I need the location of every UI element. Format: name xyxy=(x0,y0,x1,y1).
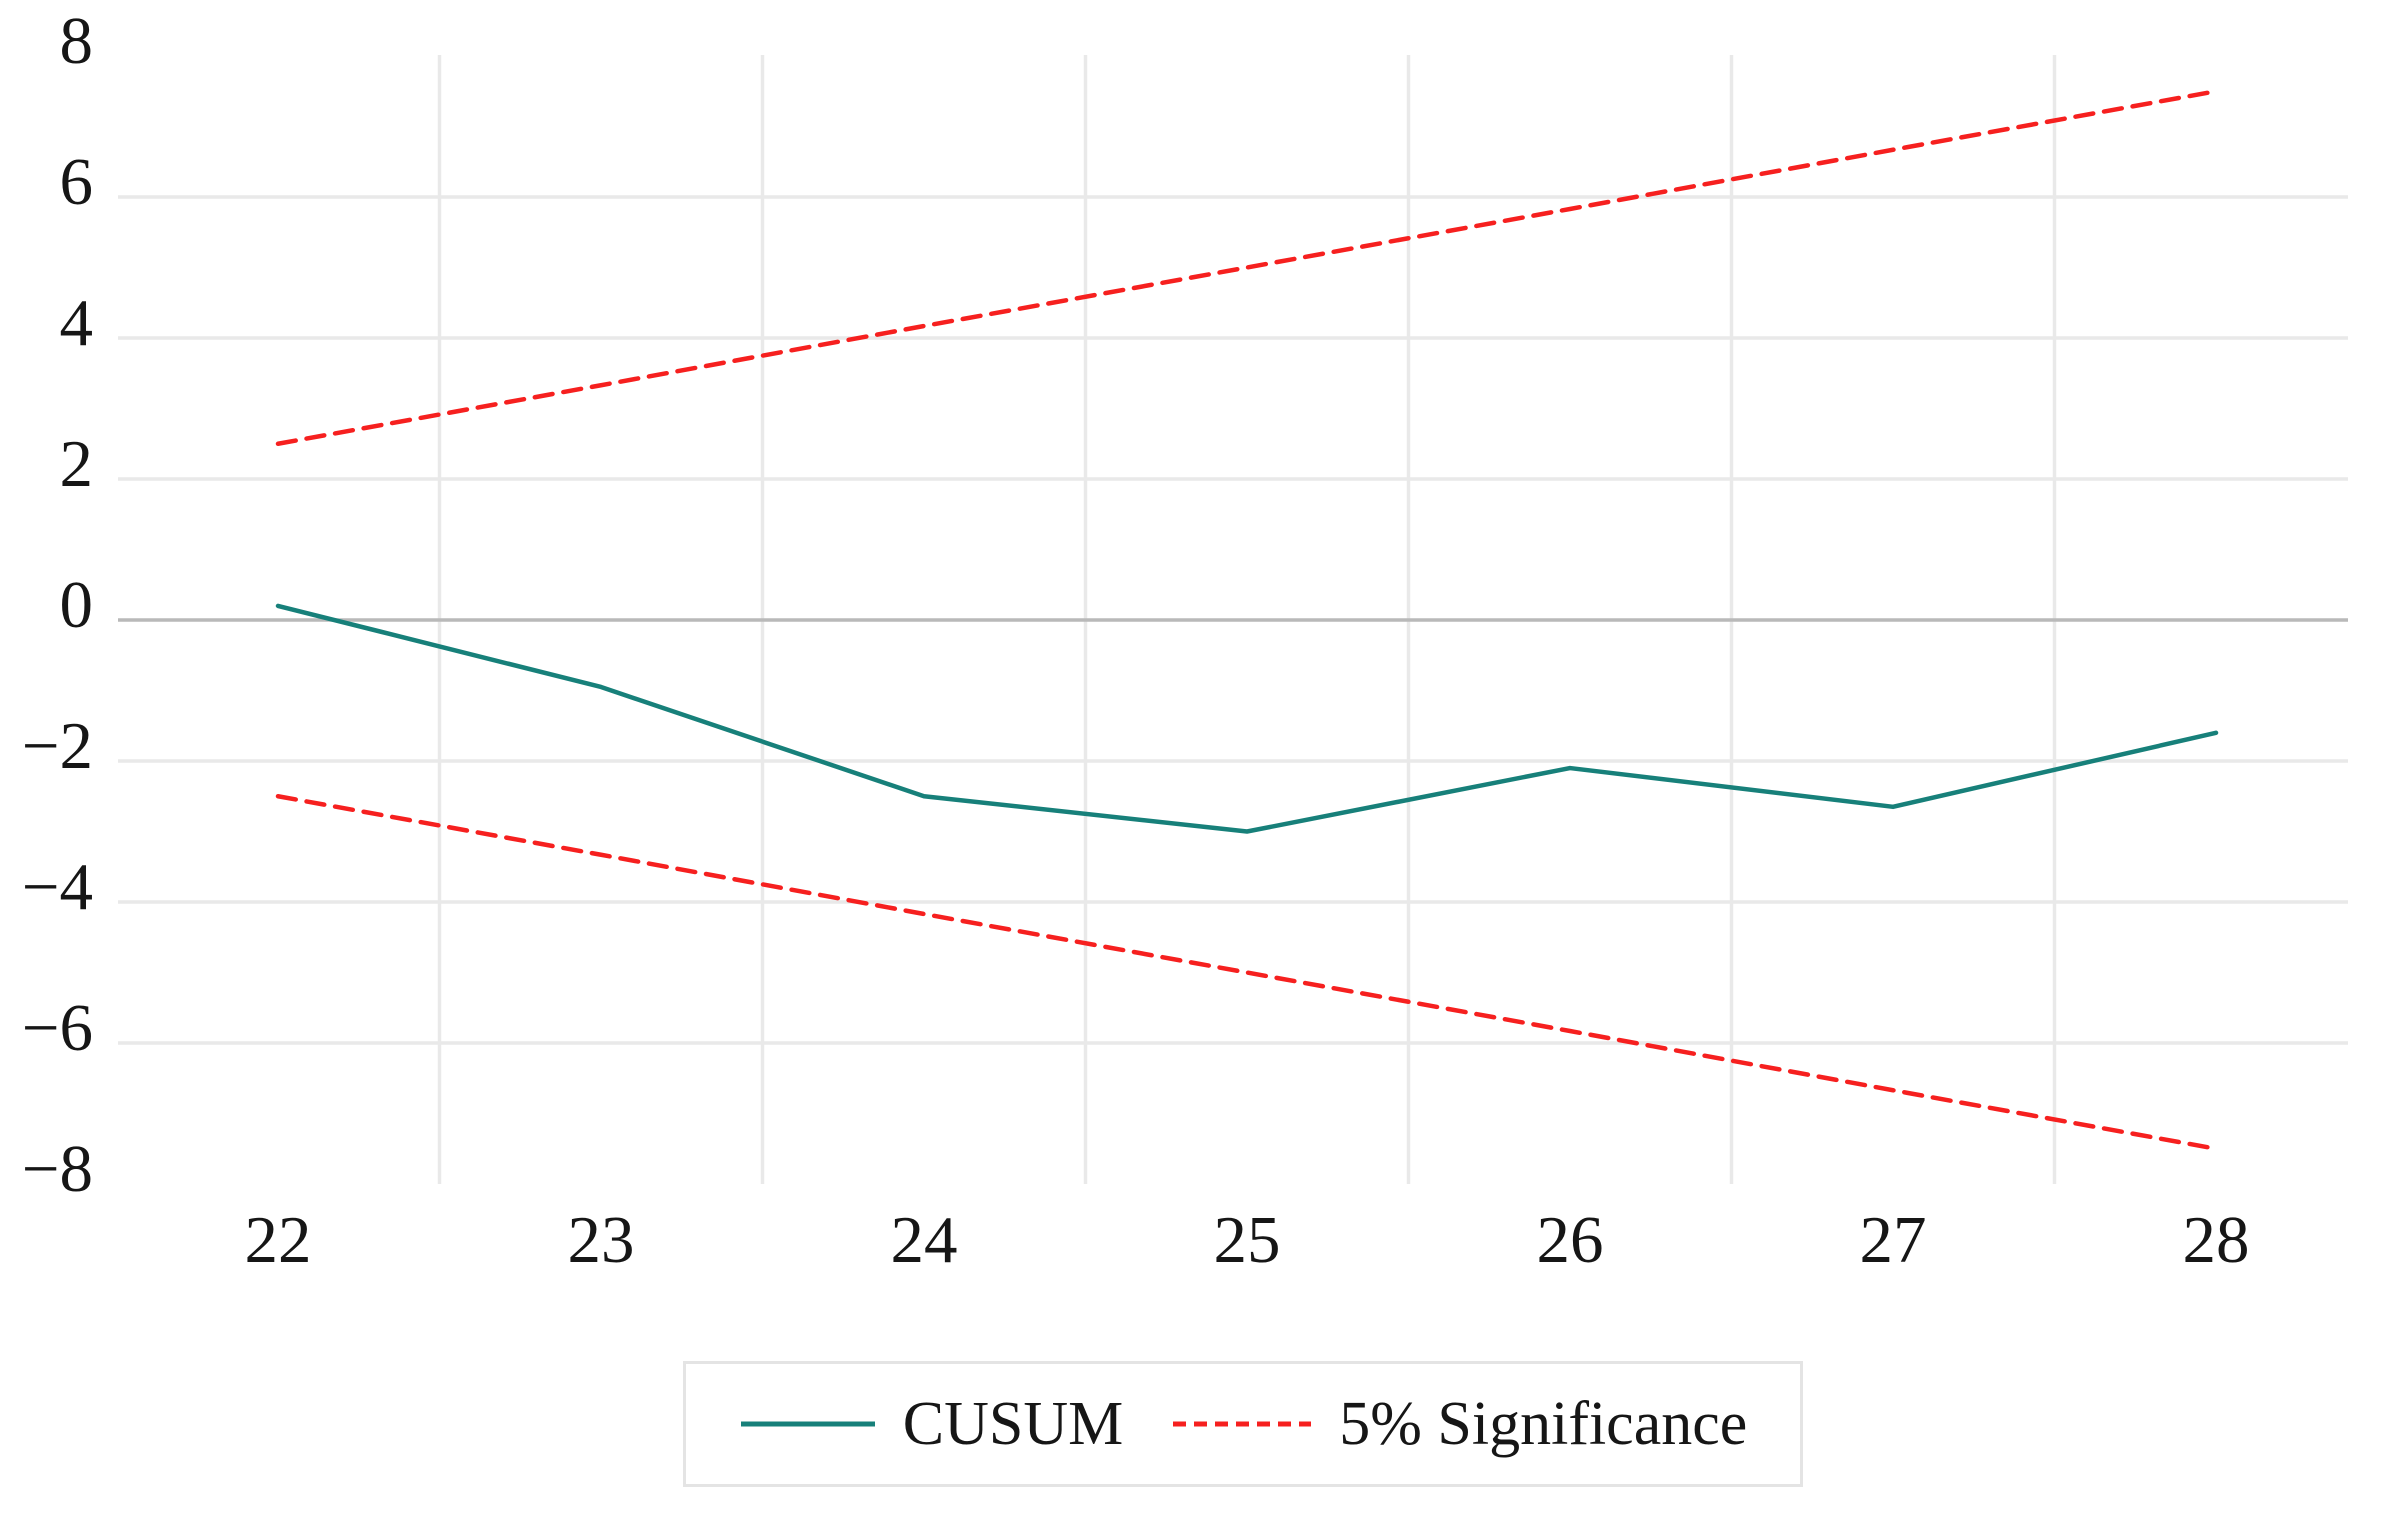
y-tick-label: 0 xyxy=(60,568,94,642)
y-tick-label: 2 xyxy=(60,427,94,501)
legend-item-significance: 5% Significance xyxy=(1171,1393,1747,1455)
cusum-line-swatch xyxy=(740,1421,875,1427)
x-tick-label: 25 xyxy=(1214,1203,1281,1277)
y-tick-label: 6 xyxy=(60,145,94,219)
y-tick-label: −2 xyxy=(22,709,93,783)
legend-label-significance: 5% Significance xyxy=(1339,1390,1748,1458)
y-tick-label: 8 xyxy=(60,4,94,78)
x-tick-label: 28 xyxy=(2183,1203,2250,1277)
significance-band-line xyxy=(275,794,2219,1151)
x-tick-label: 26 xyxy=(1537,1203,1604,1277)
legend-item-cusum: CUSUM xyxy=(739,1390,1124,1458)
x-tick-label: 23 xyxy=(568,1203,635,1277)
legend-label-cusum: CUSUM xyxy=(902,1390,1124,1458)
legend: CUSUM 5% Significance xyxy=(683,1361,1803,1487)
x-tick-label: 22 xyxy=(245,1203,312,1277)
y-tick-label: −8 xyxy=(22,1132,93,1206)
y-tick-label: 4 xyxy=(60,286,94,360)
x-tick-label: 27 xyxy=(1860,1203,1927,1277)
y-tick-label: −6 xyxy=(22,991,93,1065)
y-tick-label: −4 xyxy=(22,850,93,924)
significance-line-swatch xyxy=(1173,1421,1312,1427)
x-tick-label: 24 xyxy=(891,1203,958,1277)
cusum-series-line xyxy=(275,603,2219,834)
significance-band-line xyxy=(275,89,2219,446)
